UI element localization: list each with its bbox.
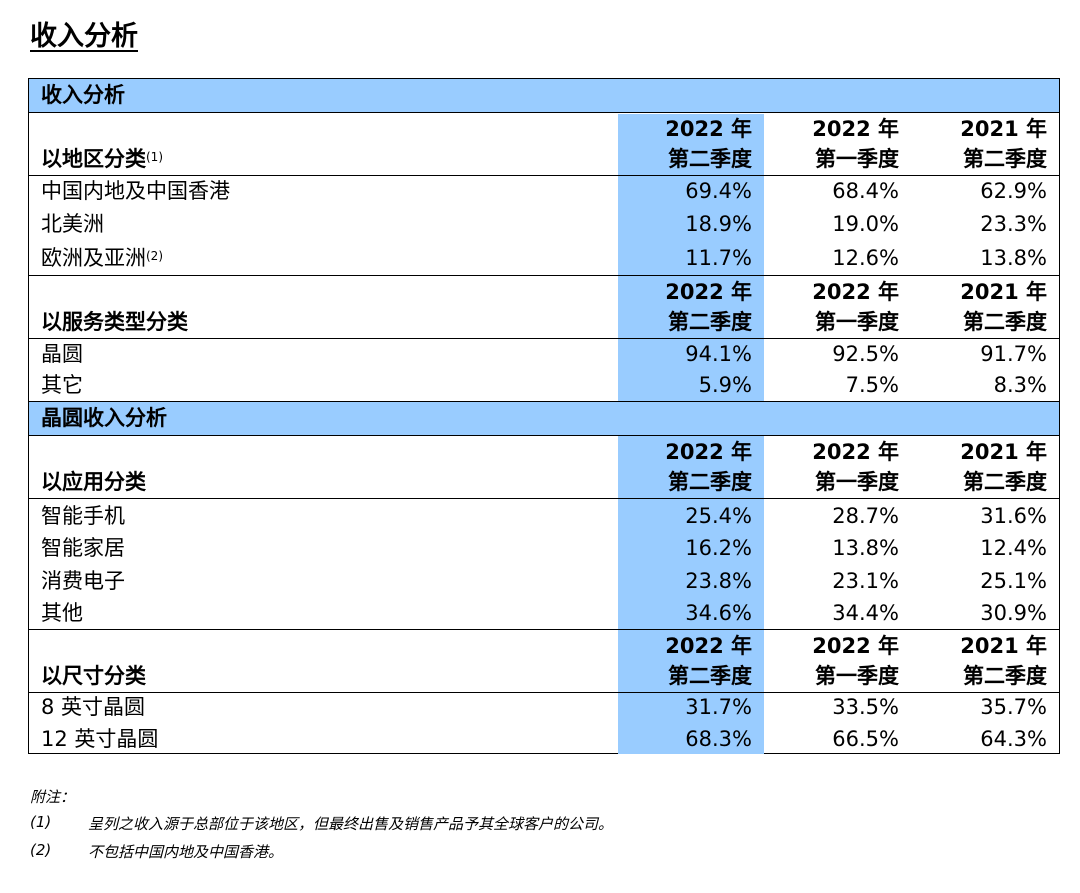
cell-value: 13.8% [980, 246, 1047, 270]
col-header-year: 2022 年 [665, 634, 752, 658]
col-header-quarter: 第一季度 [815, 147, 899, 171]
revenue-table: 收入分析 2022 年 第二季度 2022 年 第一季度 2021 年 第二季度… [28, 78, 1060, 754]
cell-value: 23.1% [832, 569, 899, 593]
cell-value: 64.3% [980, 727, 1047, 751]
cell-value: 35.7% [980, 695, 1047, 719]
col-header-year: 2022 年 [812, 117, 899, 141]
cell-value: 25.4% [685, 504, 752, 528]
col-header-year: 2022 年 [665, 117, 752, 141]
cell-value: 30.9% [980, 601, 1047, 625]
cell-value: 25.1% [980, 569, 1047, 593]
cell-value: 62.9% [980, 179, 1047, 203]
col-header-quarter: 第二季度 [963, 310, 1047, 334]
cell-value: 12.6% [832, 246, 899, 270]
col-header-year: 2021 年 [960, 280, 1047, 304]
col-header-year: 2022 年 [812, 440, 899, 464]
col-header-quarter: 第二季度 [963, 470, 1047, 494]
row-label: 12 英寸晶圆 [41, 727, 159, 751]
col-header-quarter: 第二季度 [668, 470, 752, 494]
col-header-quarter: 第二季度 [963, 664, 1047, 688]
col-header-quarter: 第一季度 [815, 310, 899, 334]
row-label: 消费电子 [41, 569, 125, 593]
cell-value: 33.5% [832, 695, 899, 719]
cell-value: 19.0% [832, 212, 899, 236]
note-text: 呈列之收入源于总部位于该地区，但最终出售及销售产品予其全球客户的公司。 [88, 815, 614, 833]
cell-value: 31.6% [980, 504, 1047, 528]
cell-value: 68.3% [685, 727, 752, 751]
cell-value: 11.7% [685, 246, 752, 270]
cell-value: 7.5% [845, 373, 899, 397]
cell-value: 92.5% [832, 342, 899, 366]
page-title: 收入分析 [30, 21, 138, 52]
group-label-application: 以应用分类 [41, 470, 146, 494]
col-header-year: 2022 年 [812, 280, 899, 304]
col-header-quarter: 第二季度 [668, 310, 752, 334]
cell-value: 12.4% [980, 536, 1047, 560]
cell-value: 5.9% [698, 373, 752, 397]
notes-heading: 附注： [30, 788, 76, 806]
row-label: 中国内地及中国香港 [41, 179, 230, 203]
cell-value: 23.3% [980, 212, 1047, 236]
col-header-quarter: 第一季度 [815, 470, 899, 494]
note-number: (2) [30, 841, 52, 859]
col-header-year: 2021 年 [960, 440, 1047, 464]
section-header-wafer-revenue: 晶圆收入分析 [29, 402, 1059, 436]
group-label-size: 以尺寸分类 [41, 664, 146, 688]
cell-value: 8.3% [993, 373, 1047, 397]
cell-value: 34.6% [685, 601, 752, 625]
col-header-year: 2022 年 [665, 440, 752, 464]
cell-value: 28.7% [832, 504, 899, 528]
group-label-service: 以服务类型分类 [41, 310, 188, 334]
col-header-year: 2022 年 [812, 634, 899, 658]
section-header-revenue: 收入分析 [29, 79, 1059, 113]
cell-value: 68.4% [832, 179, 899, 203]
cell-value: 16.2% [685, 536, 752, 560]
col-header-quarter: 第二季度 [668, 664, 752, 688]
col-header-year: 2021 年 [960, 117, 1047, 141]
note-number: (1) [30, 813, 52, 831]
col-header-year: 2022 年 [665, 280, 752, 304]
cell-value: 13.8% [832, 536, 899, 560]
cell-value: 69.4% [685, 179, 752, 203]
cell-value: 66.5% [832, 727, 899, 751]
group-label-region: 以地区分类(1) [41, 147, 163, 171]
cell-value: 18.9% [685, 212, 752, 236]
row-label: 北美洲 [41, 212, 104, 236]
cell-value: 23.8% [685, 569, 752, 593]
row-label: 8 英寸晶圆 [41, 695, 146, 719]
cell-value: 31.7% [685, 695, 752, 719]
row-label: 智能家居 [41, 536, 125, 560]
row-label: 智能手机 [41, 504, 125, 528]
cell-value: 94.1% [685, 342, 752, 366]
row-label: 其他 [41, 601, 83, 625]
row-label: 其它 [41, 373, 83, 397]
col-header-year: 2021 年 [960, 634, 1047, 658]
col-header-quarter: 第一季度 [815, 664, 899, 688]
col-header-quarter: 第二季度 [963, 147, 1047, 171]
row-label: 晶圆 [41, 342, 83, 366]
cell-value: 91.7% [980, 342, 1047, 366]
note-text: 不包括中国内地及中国香港。 [88, 843, 284, 861]
col-header-quarter: 第二季度 [668, 147, 752, 171]
cell-value: 34.4% [832, 601, 899, 625]
row-label: 欧洲及亚洲(2) [41, 246, 163, 270]
